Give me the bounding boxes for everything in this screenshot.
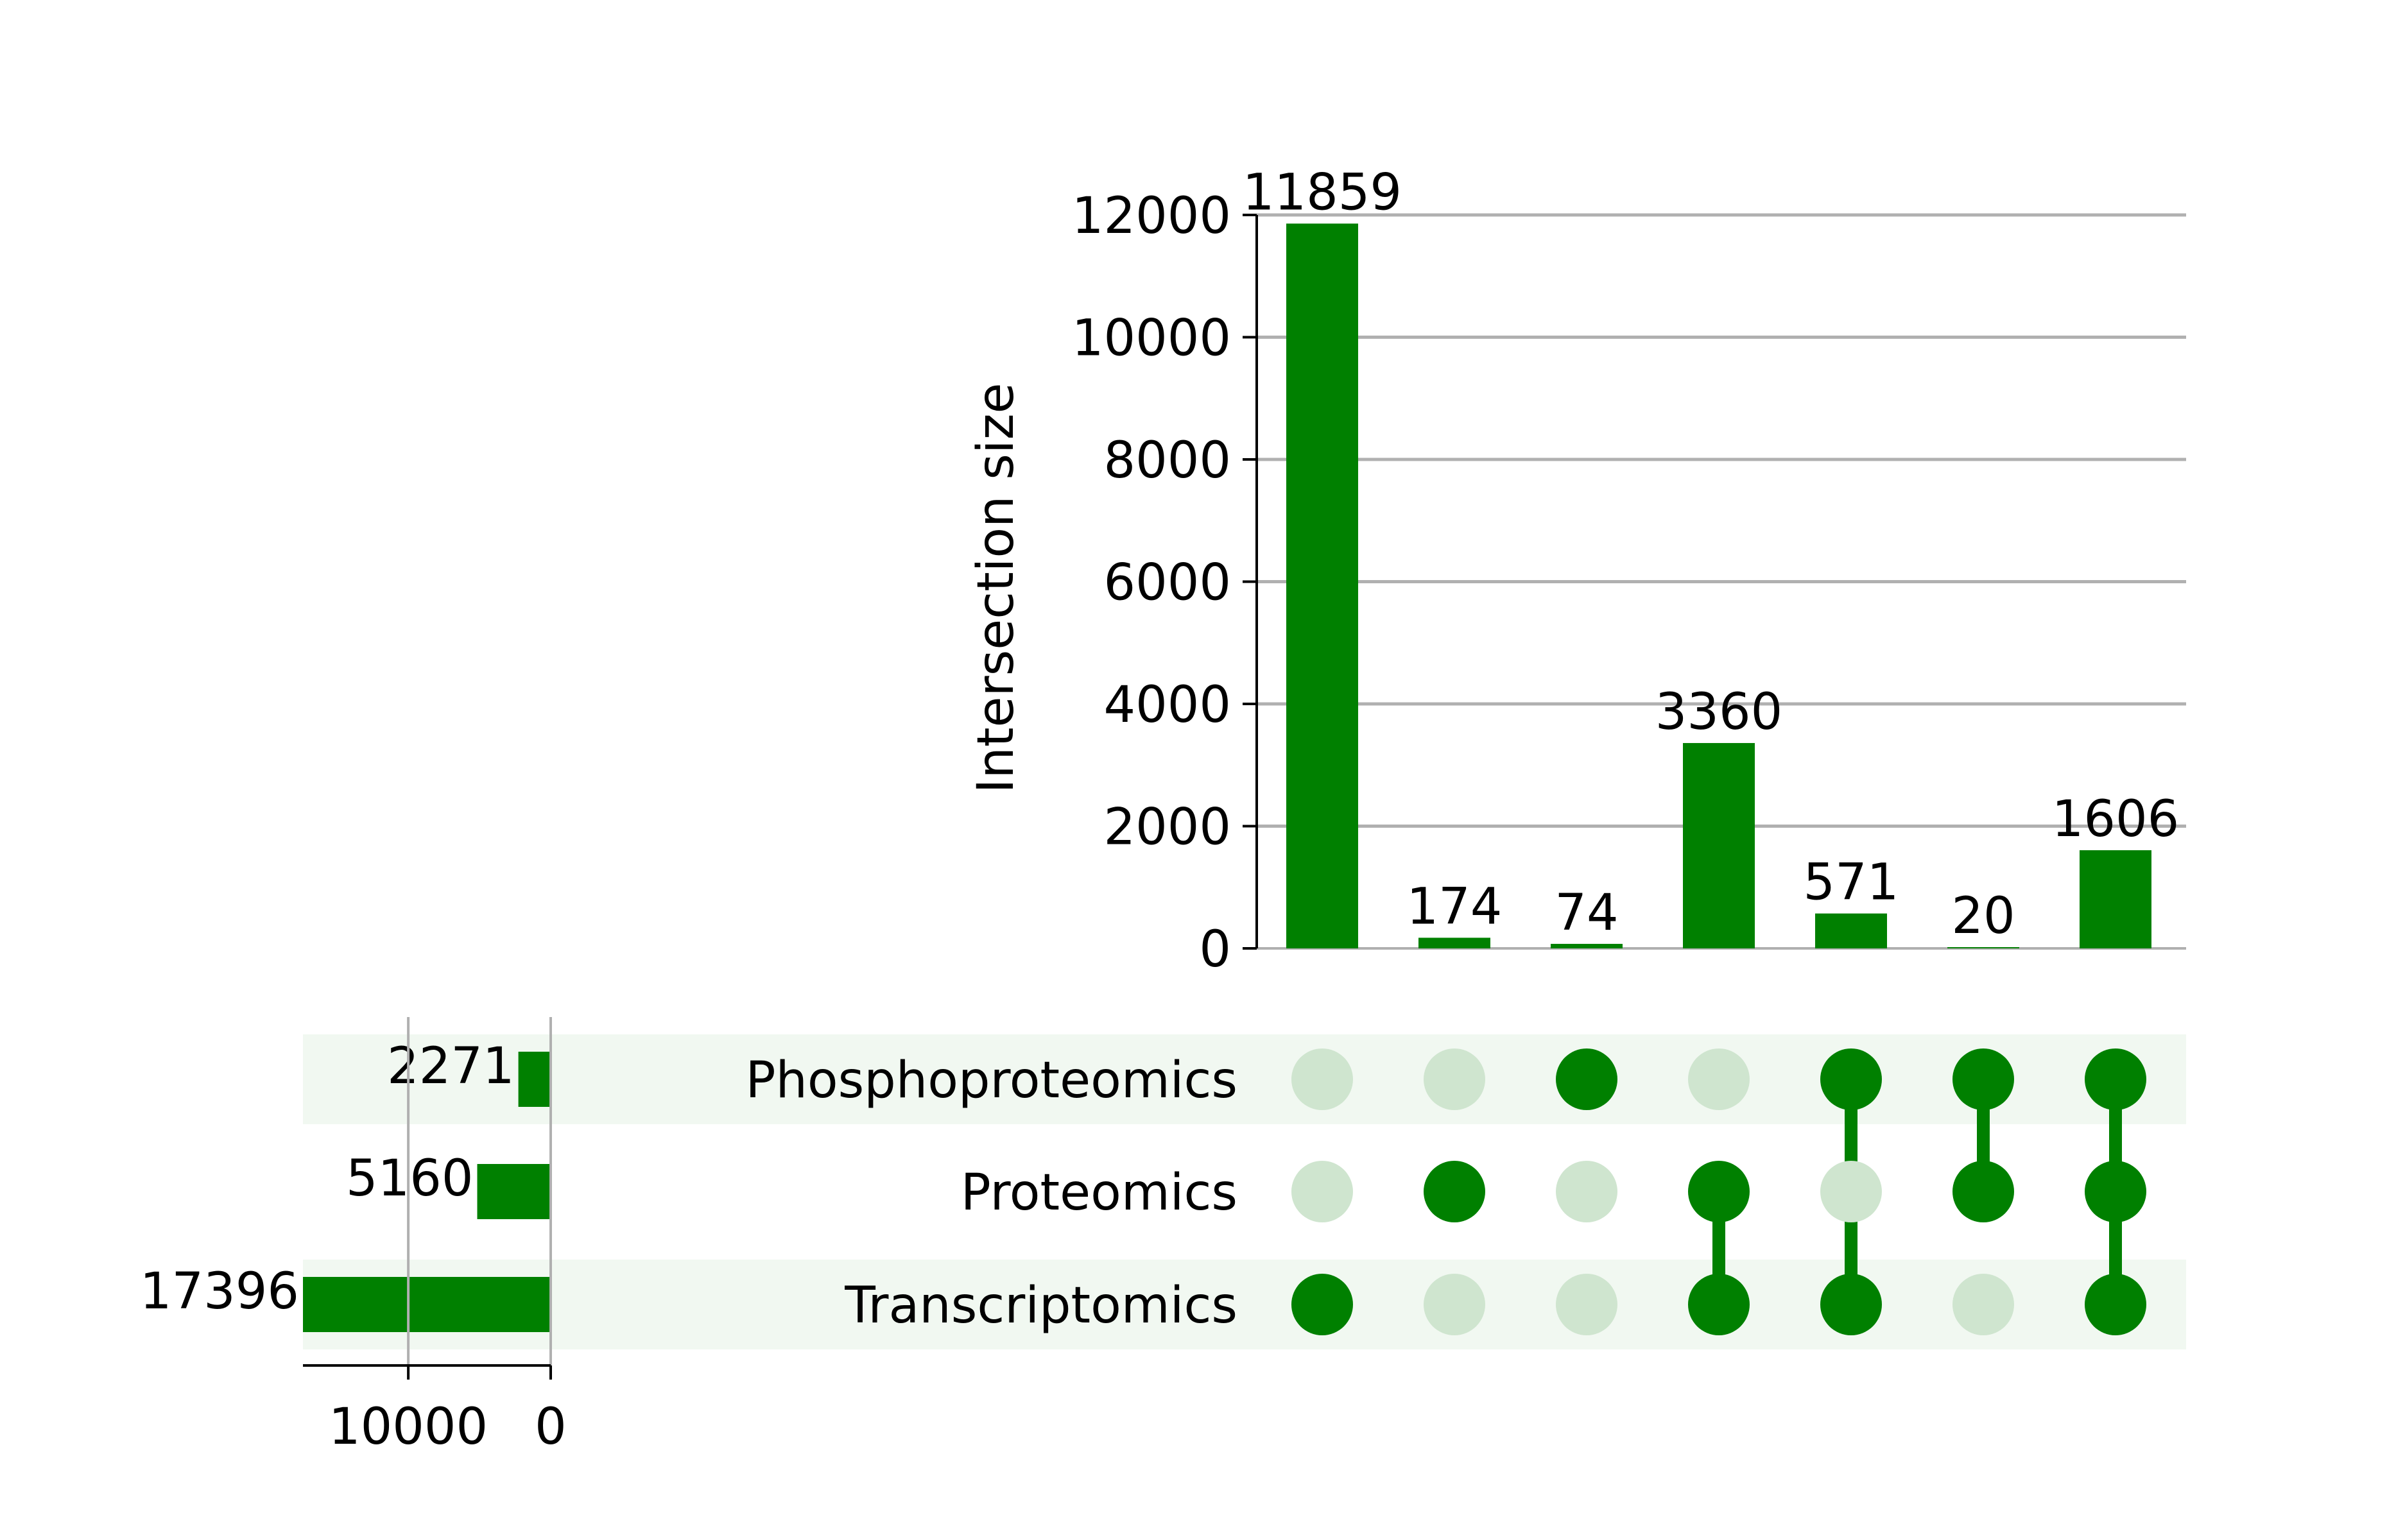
matrix-dot-active — [1291, 1274, 1353, 1335]
set-size-bar — [477, 1164, 551, 1219]
y-tick-label: 8000 — [1103, 432, 1231, 490]
intersection-bar-label: 3360 — [1655, 683, 1783, 741]
row-shade-0 — [303, 1034, 2186, 1124]
intersection-bar-label: 1606 — [2052, 791, 2180, 848]
set-size-tick-label: 0 — [535, 1398, 567, 1456]
intersection-bar — [1551, 943, 1623, 948]
matrix-dot-active — [2085, 1048, 2146, 1110]
matrix-dot-active — [1556, 1048, 1617, 1110]
matrix-dot-inactive — [1424, 1048, 1485, 1110]
matrix-dot-inactive — [1291, 1161, 1353, 1222]
matrix-dot-active — [1424, 1161, 1485, 1222]
matrix-dot-inactive — [1556, 1274, 1617, 1335]
y-tick-label: 0 — [1199, 921, 1231, 979]
set-label: Proteomics — [961, 1164, 1237, 1222]
set-size-bar — [518, 1052, 551, 1107]
matrix-dot-active — [2085, 1161, 2146, 1222]
intersection-bar — [1815, 913, 1887, 948]
matrix-dot-inactive — [1952, 1274, 2014, 1335]
y-tick-label: 2000 — [1103, 799, 1231, 857]
intersection-bar — [2080, 850, 2151, 948]
membership-matrix — [1291, 1048, 2146, 1335]
y-axis: 0 2000 4000 6000 8000 10000 12000 Intersection … — [967, 187, 1258, 979]
set-size-bar — [303, 1277, 551, 1332]
matrix-dot-active — [2085, 1274, 2146, 1335]
set-size-axis: 10000 0 — [303, 1017, 567, 1456]
matrix-dot-active — [1952, 1161, 2014, 1222]
intersection-bar — [1683, 742, 1755, 948]
set-labels: Phosphoproteomics Proteomics Transcriptomi… — [745, 1052, 1237, 1335]
grid-lines — [1257, 213, 2186, 950]
intersection-bars — [1286, 223, 2151, 949]
matrix-dot-inactive — [1688, 1048, 1750, 1110]
intersection-bar-labels: 11859 174 74 3360 571 20 1606 — [1243, 164, 2179, 945]
intersection-bar — [1418, 937, 1490, 948]
y-axis-title: Intersection size — [967, 382, 1025, 793]
row-shade-2 — [303, 1260, 2186, 1349]
matrix-dot-inactive — [1556, 1161, 1617, 1222]
matrix-dot-active — [1820, 1274, 1882, 1335]
y-tick-label: 12000 — [1072, 187, 1231, 245]
set-size-bar-label: 2271 — [387, 1038, 515, 1095]
y-tick-label: 6000 — [1103, 554, 1231, 612]
matrix-dot-inactive — [1291, 1048, 1353, 1110]
intersection-bar-label: 174 — [1407, 878, 1503, 936]
y-tick-label: 4000 — [1103, 676, 1231, 734]
matrix-dot-inactive — [1820, 1161, 1882, 1222]
intersection-bar-label: 74 — [1555, 884, 1618, 942]
matrix-dot-active — [1688, 1274, 1750, 1335]
set-size-tick-label: 10000 — [329, 1398, 488, 1456]
set-size-bar-label: 5160 — [346, 1150, 474, 1208]
matrix-dot-active — [1820, 1048, 1882, 1110]
set-label: Transcriptomics — [844, 1277, 1237, 1335]
intersection-bar — [1947, 947, 2019, 948]
y-tick-label: 10000 — [1072, 310, 1231, 368]
intersection-bar-label: 571 — [1804, 854, 1899, 912]
matrix-dot-active — [1688, 1161, 1750, 1222]
set-label: Phosphoproteomics — [745, 1052, 1237, 1109]
matrix-dot-inactive — [1424, 1274, 1485, 1335]
matrix-dot-active — [1952, 1048, 2014, 1110]
set-size-bar-label: 17396 — [140, 1263, 299, 1321]
intersection-bar-label: 11859 — [1243, 164, 1402, 221]
intersection-bar-label: 20 — [1951, 887, 2015, 945]
intersection-bar — [1286, 223, 1358, 949]
row-shading — [303, 1034, 2186, 1349]
